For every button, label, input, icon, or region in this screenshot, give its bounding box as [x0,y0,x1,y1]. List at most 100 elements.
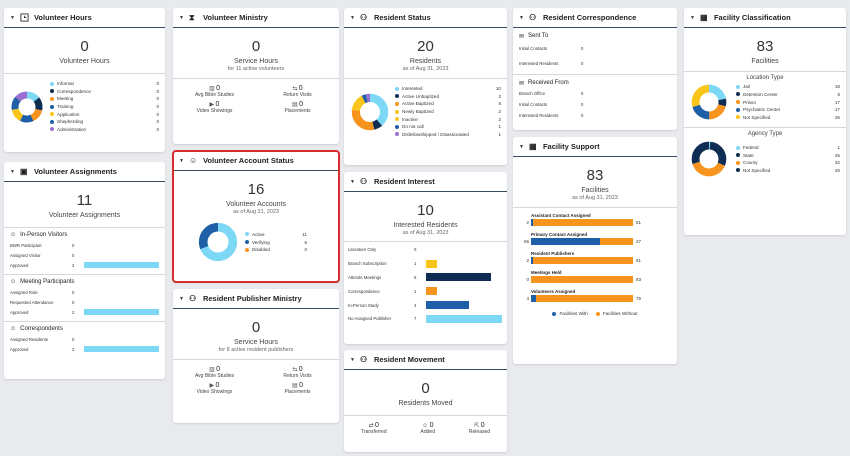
books-icon: ▥ [209,86,215,92]
donut-slice [691,141,727,177]
legend-value: 25 [834,152,840,158]
legend: Active 11 Verifying 5 Disabled 0 [245,231,307,254]
chevron-down-icon[interactable]: ▼ [519,143,524,150]
legend-dot [395,124,399,129]
chevron-down-icon[interactable]: ▼ [179,14,184,21]
stacked-bar [531,276,633,283]
donut-slice [198,222,238,262]
card-header[interactable]: ▼ ☺ Volunteer Account Status [173,151,339,171]
bar-track [84,309,159,315]
legend-dot [736,115,740,120]
legend-item: Meeting 0 [50,95,159,103]
chevron-down-icon[interactable]: ▼ [350,14,355,21]
assignment-row: Assigned Visitor 0 [4,250,165,260]
card-header[interactable]: ▼ ⚇ Resident Interest [344,172,507,192]
card-header[interactable]: ▼ ⧗ Volunteer Ministry [173,8,339,28]
legend-value: 25 [834,167,840,173]
legend-dot [595,311,600,316]
support-row-label: Volunteers Assigned [531,289,576,294]
legend-label: Verifying [252,239,270,245]
assignment-row: Requested Attendance 0 [4,297,165,307]
divider [4,73,165,74]
card-header[interactable]: ▼ ⚇ Resident Status [344,8,507,28]
assignment-icon: ▣ [19,167,28,176]
row-label: Assigned Role [10,289,38,295]
support-row: 56 27 [513,237,677,246]
chevron-down-icon[interactable]: ▼ [10,14,15,21]
support-row: 2 81 [513,256,677,265]
legend-value: 5 [304,239,307,245]
bar-without [599,238,633,245]
legend-item: Prison 17 [736,98,840,106]
interest-row: Branch Subscription 1 [344,257,507,271]
row-label: Approved [10,346,29,352]
bar-track [84,242,159,248]
chevron-down-icon[interactable]: ▼ [350,356,355,363]
bar-with [531,219,534,226]
legend-label: Prison [743,99,757,105]
chevron-down-icon[interactable]: ▼ [179,157,184,164]
movement-stats: ⇄ 0 Transferred ☺ 0 Added ⇱ 0 Released [344,422,507,435]
card-header[interactable]: ▼ ▦ Facility Classification [684,8,846,28]
volunteer-account-status-card: ▼ ☺ Volunteer Account Status 16 Volunteer … [172,150,340,283]
donut-slice [11,91,43,123]
row-label: BWR Participant [10,242,42,248]
people-icon: ⚇ [528,13,537,22]
chevron-down-icon[interactable]: ▼ [179,295,184,302]
divider [173,78,339,79]
legend-label: Active Unbaptized [402,93,440,99]
card-header[interactable]: ▼ ▣ Volunteer Assignments [4,162,165,182]
chevron-down-icon[interactable]: ▼ [690,14,695,21]
interest-row: No Assigned Publisher 7 [344,312,507,326]
donut-slice [691,141,727,177]
stat-video-showings: ▶ 0 Video Showings [196,382,233,395]
donut-slice [691,84,727,120]
legend-item: Training 0 [50,103,159,111]
legend: Interested 10 Active Unbaptized 2 Active Bap… [395,85,501,138]
card-header[interactable]: ▼ ⚇ Resident Movement [344,350,507,370]
legend-item: Correspondence 0 [50,88,159,96]
legend-dot [50,104,54,109]
card-title: Facility Classification [713,13,791,22]
card-header[interactable]: ▼ Volunteer Hours [4,8,165,28]
kpi-subtitle: as of Aug 31, 2023 [402,66,449,72]
stat-avg-bible-studies: ▥ 0 Avg Bible Studies [194,85,235,98]
chevron-down-icon[interactable]: ▼ [350,178,355,185]
donut-slice [351,93,389,130]
card-header[interactable]: ▼ ▦ Facility Support [513,137,677,157]
legend-value: 17 [834,107,840,113]
resident-publisher-ministry-card: ▼ ⚇ Resident Publisher Ministry 0 Service … [173,289,339,423]
kpi-subtitle: for 8 active resident publishers [218,347,294,353]
people-icon: ⚇ [359,13,368,22]
donut-chart [351,93,389,130]
card-header[interactable]: ▼ ⚇ Resident Correspondence [513,8,677,28]
building-icon: ▦ [528,142,537,151]
legend-item: Inactive 2 [395,115,501,123]
without-value: 81 [636,220,642,225]
assignment-row: BWR Participant 0 [4,240,165,250]
divider [513,74,677,75]
donut-chart [11,91,43,123]
facility-classification-card: ▼ ▦ Facility Classification 83 Facilities … [684,8,846,235]
kpi-subtitle: as of Aug 31, 2023 [402,230,449,236]
legend-item: Psychiatric Center 17 [736,106,840,114]
stat-released: ⇱ 0 Released [468,422,491,435]
support-row: 4 79 [513,294,677,303]
support-row-label: Assistant Contact Assigned [531,213,591,218]
placements-icon: ▤ [292,383,298,389]
agency-type-label: Agency Type [747,131,783,137]
with-value: 2 [526,220,529,225]
bar-track [84,262,159,268]
legend-label: Correspondence [57,88,91,94]
stacked-bar [531,238,633,245]
legend-value: 2 [498,93,501,99]
card-header[interactable]: ▼ ⚇ Resident Publisher Ministry [173,289,339,309]
kpi-value: 20 [417,38,434,55]
donut-chart [691,141,727,177]
chevron-down-icon[interactable]: ▼ [10,168,15,175]
chevron-down-icon[interactable]: ▼ [519,14,524,21]
assignment-row: Approved 2 [4,307,165,317]
assignment-sections: ☺ In-Person Visitors BWR Participant 0 Assig… [4,227,165,354]
interest-bar [426,314,502,323]
legend-label: Do not call [402,124,424,130]
